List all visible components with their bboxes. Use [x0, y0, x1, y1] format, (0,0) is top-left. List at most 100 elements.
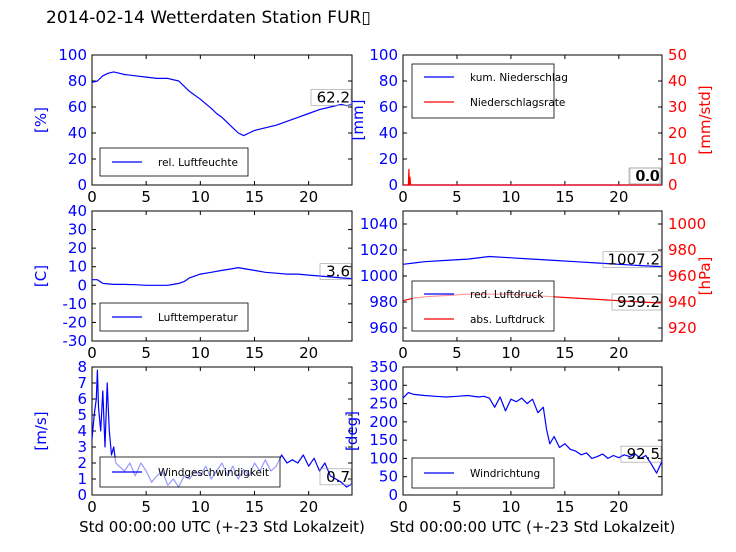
precipitation-y2tick-label: 30 [668, 98, 687, 116]
pressure-annotation-value: 1007.2 [608, 251, 661, 269]
winddirection-annotation-box [620, 445, 662, 463]
humidity-ytick-label: 0 [77, 176, 87, 194]
humidity-xtick-label: 20 [299, 188, 318, 206]
windspeed-annotation-value: 0.7 [326, 468, 350, 486]
humidity-ytick-label: 40 [68, 124, 87, 142]
winddirection-ytick-label: 200 [369, 413, 398, 431]
pressure-ytick-label: 1020 [360, 241, 398, 259]
temperature-annotation-box [319, 263, 352, 280]
windspeed-xtick-label: 20 [299, 498, 318, 516]
precipitation-y2tick-label: 50 [668, 46, 687, 64]
precipitation-xtick-label: 0 [398, 188, 408, 206]
temperature-legend-label: Lufttemperatur [158, 312, 238, 324]
precipitation-xtick-label: 5 [452, 188, 462, 206]
winddirection-ytick-label: 300 [369, 376, 398, 394]
precipitation-ytick-label: 0 [388, 176, 398, 194]
temperature-xtick-label: 10 [191, 344, 210, 362]
pressure-xtick-label: 20 [609, 344, 628, 362]
winddirection-xtick-label: 0 [398, 498, 408, 516]
winddirection-xtick-label: 10 [501, 498, 520, 516]
windspeed-xtick-label: 5 [141, 498, 151, 516]
windspeed-ytick-label: 1 [77, 470, 87, 488]
precipitation-ytick-label: 60 [379, 98, 398, 116]
temperature-ytick-label: 30 [68, 221, 87, 239]
pressure-legend-label: red. Luftdruck [470, 289, 544, 301]
temperature-ylabel: [C] [32, 265, 50, 287]
precipitation-legend-box [411, 63, 555, 119]
pressure-ytick-label: 980 [369, 293, 398, 311]
precipitation-legend-label: kum. Niederschlag [470, 72, 568, 84]
windspeed-ytick-label: 4 [77, 422, 87, 440]
humidity-ytick-label: 80 [68, 72, 87, 90]
temperature-ytick-label: 0 [77, 276, 87, 294]
pressure-ytick-label: 1040 [360, 215, 398, 233]
windspeed-legend-label: Windgeschwindigkeit [158, 467, 269, 479]
temperature-ytick-label: -30 [63, 332, 88, 350]
winddirection-xlabel: Std 00:00:00 UTC (+-23 Std Lokalzeit) [390, 518, 676, 536]
precipitation-xtick-label: 10 [501, 188, 520, 206]
precipitation-ytick-label: 40 [379, 124, 398, 142]
humidity-ylabel: [%] [32, 107, 50, 133]
pressure-annotation-box [602, 251, 662, 268]
humidity-axes-frame [91, 54, 353, 186]
pressure-series-1-line [402, 255, 663, 268]
humidity-xtick-label: 0 [87, 188, 97, 206]
winddirection-axes-frame [402, 366, 663, 496]
humidity-annotation-box [310, 89, 352, 106]
pressure-legend-box [411, 280, 555, 332]
precipitation-y2tick-label: 40 [668, 72, 687, 90]
temperature-xtick-label: 20 [299, 344, 318, 362]
windspeed-annotation-box [319, 468, 352, 486]
temperature-ytick-label: -10 [63, 295, 88, 313]
pressure-legend-label: abs. Luftdruck [470, 314, 546, 326]
pressure-xtick-label: 10 [501, 344, 520, 362]
precipitation-annotation-value: 0.0 [636, 167, 660, 185]
winddirection-series-1-line [402, 392, 663, 474]
figure-title: 2014-02-14 Wetterdaten Station FUR▯ [46, 8, 371, 28]
temperature-ytick-label: 20 [68, 239, 87, 257]
pressure-annotation-box [611, 293, 662, 311]
winddirection-legend-label: Windrichtung [470, 468, 540, 480]
pressure-y2tick-label: 920 [668, 319, 697, 337]
winddirection-xtick-label: 20 [609, 498, 628, 516]
pressure-y2label: [hPa] [696, 257, 714, 296]
pressure-y2tick-label: 940 [668, 293, 697, 311]
humidity-ytick-label: 60 [68, 98, 87, 116]
winddirection-annotation-value: 92.5 [627, 445, 660, 463]
precipitation-y2tick-label: 20 [668, 124, 687, 142]
windspeed-xlabel: Std 00:00:00 UTC (+-23 Std Lokalzeit) [79, 518, 365, 536]
pressure-y2tick-label: 980 [668, 241, 697, 259]
winddirection-ylabel: [deg] [343, 411, 361, 451]
windspeed-ylabel: [m/s] [32, 411, 50, 450]
pressure-y2tick-label: 1000 [668, 215, 706, 233]
windspeed-ytick-label: 6 [77, 390, 87, 408]
windspeed-ytick-label: 8 [77, 358, 87, 376]
winddirection-xtick-label: 15 [555, 498, 574, 516]
winddirection-ytick-label: 350 [369, 358, 398, 376]
humidity-ytick-label: 20 [68, 150, 87, 168]
pressure-xtick-label: 0 [398, 344, 408, 362]
winddirection-ytick-label: 150 [369, 431, 398, 449]
winddirection-xtick-label: 5 [452, 498, 462, 516]
winddirection-ytick-label: 0 [388, 486, 398, 504]
pressure-ytick-label: 960 [369, 319, 398, 337]
temperature-xtick-label: 0 [87, 344, 97, 362]
humidity-xtick-label: 15 [245, 188, 264, 206]
temperature-xtick-label: 15 [245, 344, 264, 362]
precipitation-y2label: [mm/std] [696, 85, 714, 154]
precipitation-annotation-box [628, 167, 661, 185]
precipitation-xtick-label: 15 [555, 188, 574, 206]
precipitation-y2tick-label: 0 [668, 176, 678, 194]
pressure-xtick-label: 5 [452, 344, 462, 362]
temperature-ytick-label: -20 [63, 313, 88, 331]
pressure-annotation-value: 939.2 [617, 293, 660, 311]
humidity-series-1-line [91, 71, 353, 137]
windspeed-xtick-label: 15 [245, 498, 264, 516]
precipitation-ytick-label: 100 [369, 46, 398, 64]
windspeed-ytick-label: 3 [77, 438, 87, 456]
pressure-y2tick-label: 960 [668, 267, 697, 285]
windspeed-xtick-label: 0 [87, 498, 97, 516]
temperature-ytick-label: 40 [68, 202, 87, 220]
precipitation-ytick-label: 80 [379, 72, 398, 90]
